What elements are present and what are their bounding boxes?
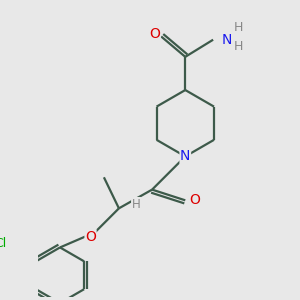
Text: H: H	[234, 21, 243, 34]
Text: H: H	[132, 198, 140, 211]
Text: O: O	[149, 27, 160, 41]
Text: O: O	[190, 193, 200, 207]
Text: H: H	[234, 40, 243, 52]
Text: N: N	[221, 33, 232, 47]
Text: O: O	[85, 230, 96, 244]
Text: Cl: Cl	[0, 237, 7, 250]
Text: N: N	[180, 149, 190, 164]
